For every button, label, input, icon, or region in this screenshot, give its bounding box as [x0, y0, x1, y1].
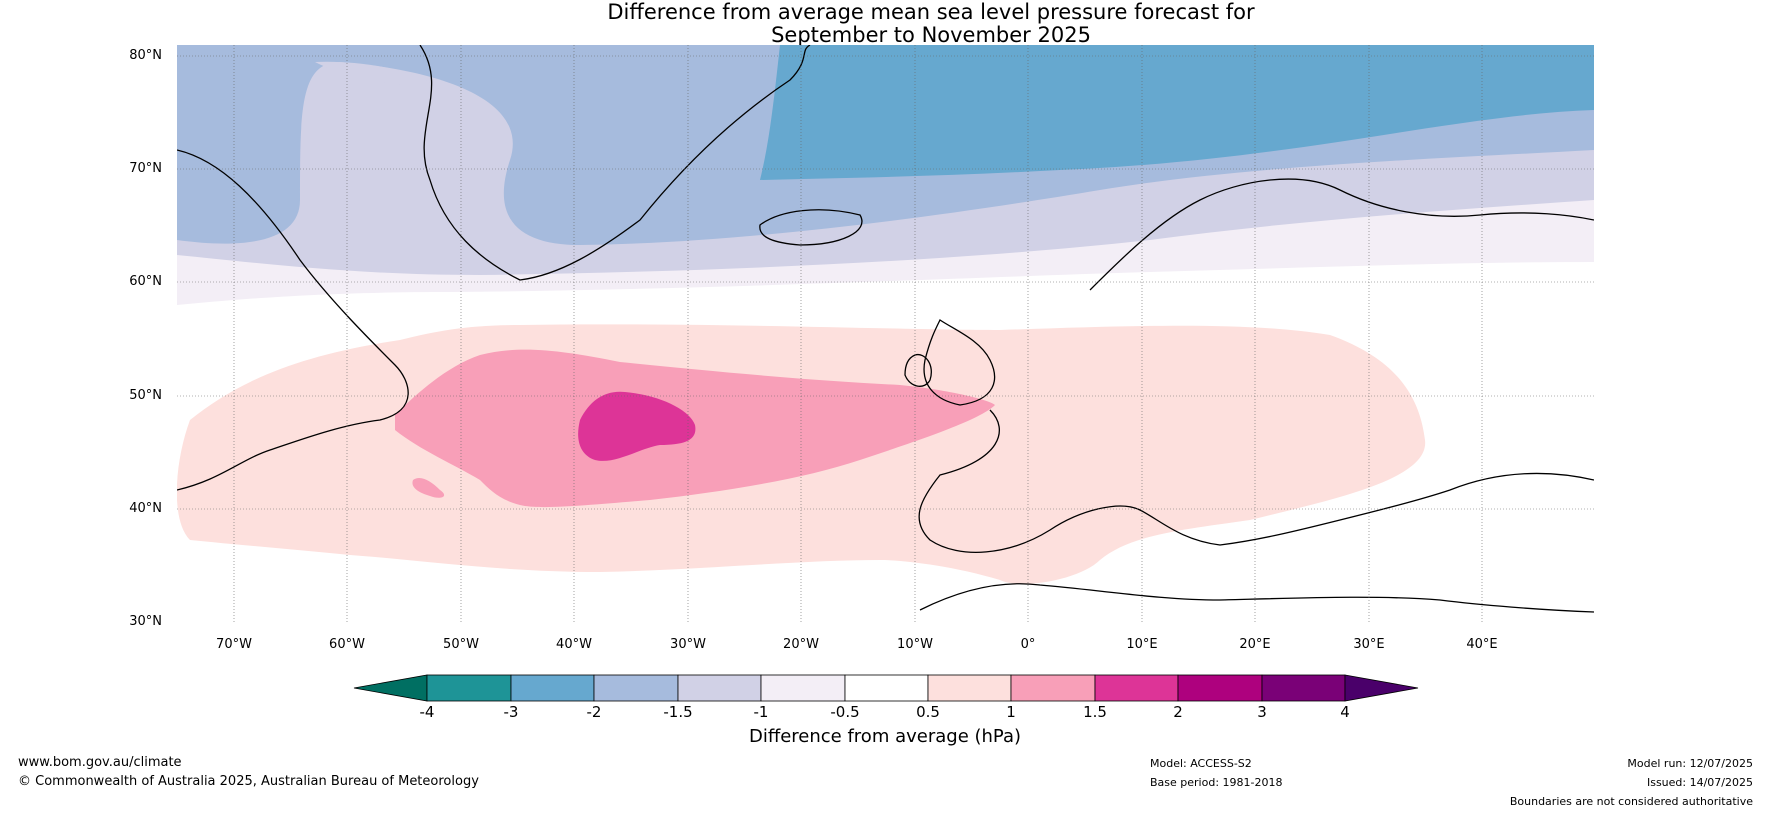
colorbar-segment	[760, 674, 846, 702]
lon-label: 30°W	[670, 637, 706, 652]
lat-label: 40°N	[129, 501, 162, 516]
colorbar-segment	[1010, 674, 1096, 702]
lon-label: 0°	[1020, 637, 1036, 652]
colorbar-segment	[844, 674, 929, 702]
colorbar-segment	[510, 674, 595, 702]
colorbar-segment	[426, 674, 512, 702]
colorbar-tick-label: -3	[503, 703, 519, 721]
colorbar-segment	[927, 674, 1012, 702]
lon-label: 20°E	[1239, 637, 1271, 652]
boundaries-disclaimer: Boundaries are not considered authoritat…	[1509, 795, 1753, 808]
lon-label: 10°E	[1126, 637, 1158, 652]
colorbar-tick-label: -0.5	[830, 703, 860, 721]
colorbar-tick-label: 4	[1340, 703, 1350, 721]
copyright-notice: © Commonwealth of Australia 2025, Austra…	[18, 774, 479, 789]
colorbar-segment	[1177, 674, 1263, 702]
lat-label: 70°N	[129, 161, 162, 176]
base-period: Base period: 1981-2018	[1150, 776, 1283, 789]
colorbar-title: Difference from average (hPa)	[748, 726, 1022, 747]
colorbar-extend-high	[1344, 674, 1419, 702]
lat-label: 80°N	[129, 48, 162, 63]
lat-label: 30°N	[129, 614, 162, 629]
iceland-coast	[759, 209, 863, 246]
issued-date: Issued: 14/07/2025	[1646, 776, 1753, 789]
lon-label: 50°W	[443, 637, 479, 652]
lon-label: 30°E	[1353, 637, 1385, 652]
pressure-anomaly-field	[177, 45, 1594, 622]
lat-label: 60°N	[129, 274, 162, 289]
band-lighter-northwest	[315, 61, 440, 90]
lat-label: 50°N	[129, 388, 162, 403]
colorbar-tick-label: 3	[1257, 703, 1267, 721]
colorbar-segment	[1261, 674, 1346, 702]
lon-label: 40°W	[556, 637, 592, 652]
colorbar-tick-label: 0.5	[916, 703, 940, 721]
model-name: Model: ACCESS-S2	[1150, 757, 1252, 770]
colorbar-tick-label: 1	[1006, 703, 1016, 721]
model-run-date: Model run: 12/07/2025	[1627, 757, 1753, 770]
colorbar-segment	[593, 674, 679, 702]
colorbar-tick-label: 1.5	[1083, 703, 1107, 721]
colorbar	[353, 674, 1419, 702]
uk-coast	[923, 319, 996, 406]
colorbar-tick-label: -1.5	[663, 703, 693, 721]
canada-coast	[177, 149, 409, 491]
lon-label: 70°W	[216, 637, 252, 652]
scandinavia-coast	[1089, 178, 1594, 291]
europe-coast	[918, 409, 1594, 553]
colorbar-segment	[677, 674, 762, 702]
lon-label: 60°W	[329, 637, 365, 652]
map-title-line2: September to November 2025	[771, 23, 1091, 47]
colorbar-tick-label: -1	[753, 703, 769, 721]
greenland-coast	[419, 45, 811, 281]
coastlines	[177, 45, 1594, 613]
band-small-0.5-patch	[412, 478, 445, 498]
website-link[interactable]: www.bom.gov.au/climate	[18, 755, 182, 770]
africa-coast	[919, 583, 1594, 613]
band-minus-2-to-minus-3	[760, 45, 1594, 180]
lon-label: 20°W	[783, 637, 819, 652]
gridlines	[177, 45, 1594, 622]
ireland-coast	[904, 353, 932, 387]
band-1.5-to-2	[578, 391, 696, 461]
colorbar-tick-label: 2	[1173, 703, 1183, 721]
map-title-line1: Difference from average mean sea level p…	[607, 0, 1255, 24]
lon-label: 40°E	[1466, 637, 1498, 652]
lon-label: 10°W	[897, 637, 933, 652]
colorbar-tick-label: -2	[586, 703, 602, 721]
colorbar-extend-low	[353, 674, 428, 702]
colorbar-segment	[1094, 674, 1179, 702]
colorbar-tick-label: -4	[419, 703, 435, 721]
